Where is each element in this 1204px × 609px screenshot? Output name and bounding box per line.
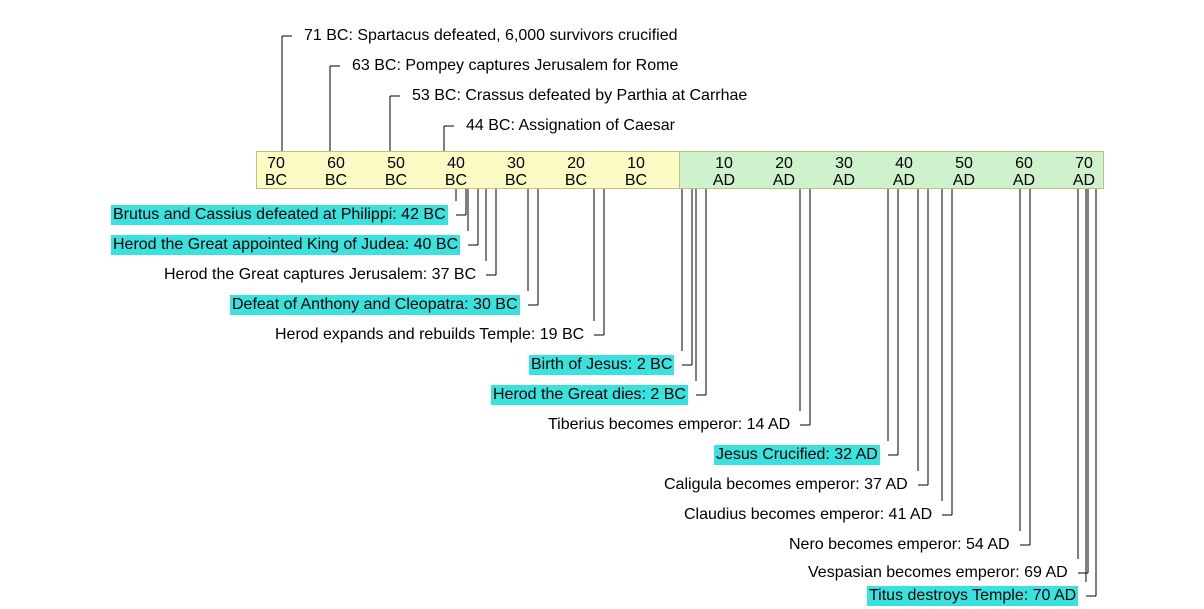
axis-tick-bc-60: 60BC — [316, 156, 356, 190]
event-below-0: Brutus and Cassius defeated at Philippi:… — [111, 205, 448, 225]
axis-tick-bc-30: 30BC — [496, 156, 536, 190]
axis-tick-bc-20: 20BC — [556, 156, 596, 190]
event-below-9: Caligula becomes emperor: 37 AD — [662, 475, 910, 495]
event-below-12: Vespasian becomes emperor: 69 AD — [806, 563, 1070, 583]
event-below-4: Herod expands and rebuilds Temple: 19 BC — [273, 325, 586, 345]
event-above-3: 44 BC: Assignation of Caesar — [464, 116, 677, 136]
axis-tick-ad-60: 60AD — [1004, 156, 1044, 190]
axis-tick-ad-20: 20AD — [764, 156, 804, 190]
axis-tick-ad-10: 10AD — [704, 156, 744, 190]
event-below-8: Jesus Crucified: 32 AD — [714, 445, 880, 465]
axis-tick-bc-40: 40BC — [436, 156, 476, 190]
event-below-13: Titus destroys Temple: 70 AD — [867, 586, 1078, 606]
event-below-10: Claudius becomes emperor: 41 AD — [682, 505, 934, 525]
event-above-2: 53 BC: Crassus defeated by Parthia at Ca… — [410, 86, 749, 106]
event-below-5: Birth of Jesus: 2 BC — [529, 355, 674, 375]
event-below-3: Defeat of Anthony and Cleopatra: 30 BC — [230, 295, 520, 315]
event-below-11: Nero becomes emperor: 54 AD — [787, 535, 1012, 555]
event-below-2: Herod the Great captures Jerusalem: 37 B… — [162, 265, 478, 285]
axis-tick-ad-70: 70AD — [1064, 156, 1104, 190]
axis-tick-ad-50: 50AD — [944, 156, 984, 190]
timeline-diagram: 70BC 60BC 50BC 40BC 30BC 20BC 10BC 10AD 20AD 30AD… — [0, 0, 1204, 609]
event-below-6: Herod the Great dies: 2 BC — [491, 385, 688, 405]
axis-tick-ad-40: 40AD — [884, 156, 924, 190]
event-above-0: 71 BC: Spartacus defeated, 6,000 survivo… — [302, 26, 680, 46]
axis-tick-ad-30: 30AD — [824, 156, 864, 190]
axis-tick-bc-70: 70BC — [256, 156, 296, 190]
event-below-1: Herod the Great appointed King of Judea:… — [111, 235, 460, 255]
axis-tick-bc-50: 50BC — [376, 156, 416, 190]
event-above-1: 63 BC: Pompey captures Jerusalem for Rom… — [350, 56, 680, 76]
event-below-7: Tiberius becomes emperor: 14 AD — [546, 415, 792, 435]
axis-tick-bc-10: 10BC — [616, 156, 656, 190]
